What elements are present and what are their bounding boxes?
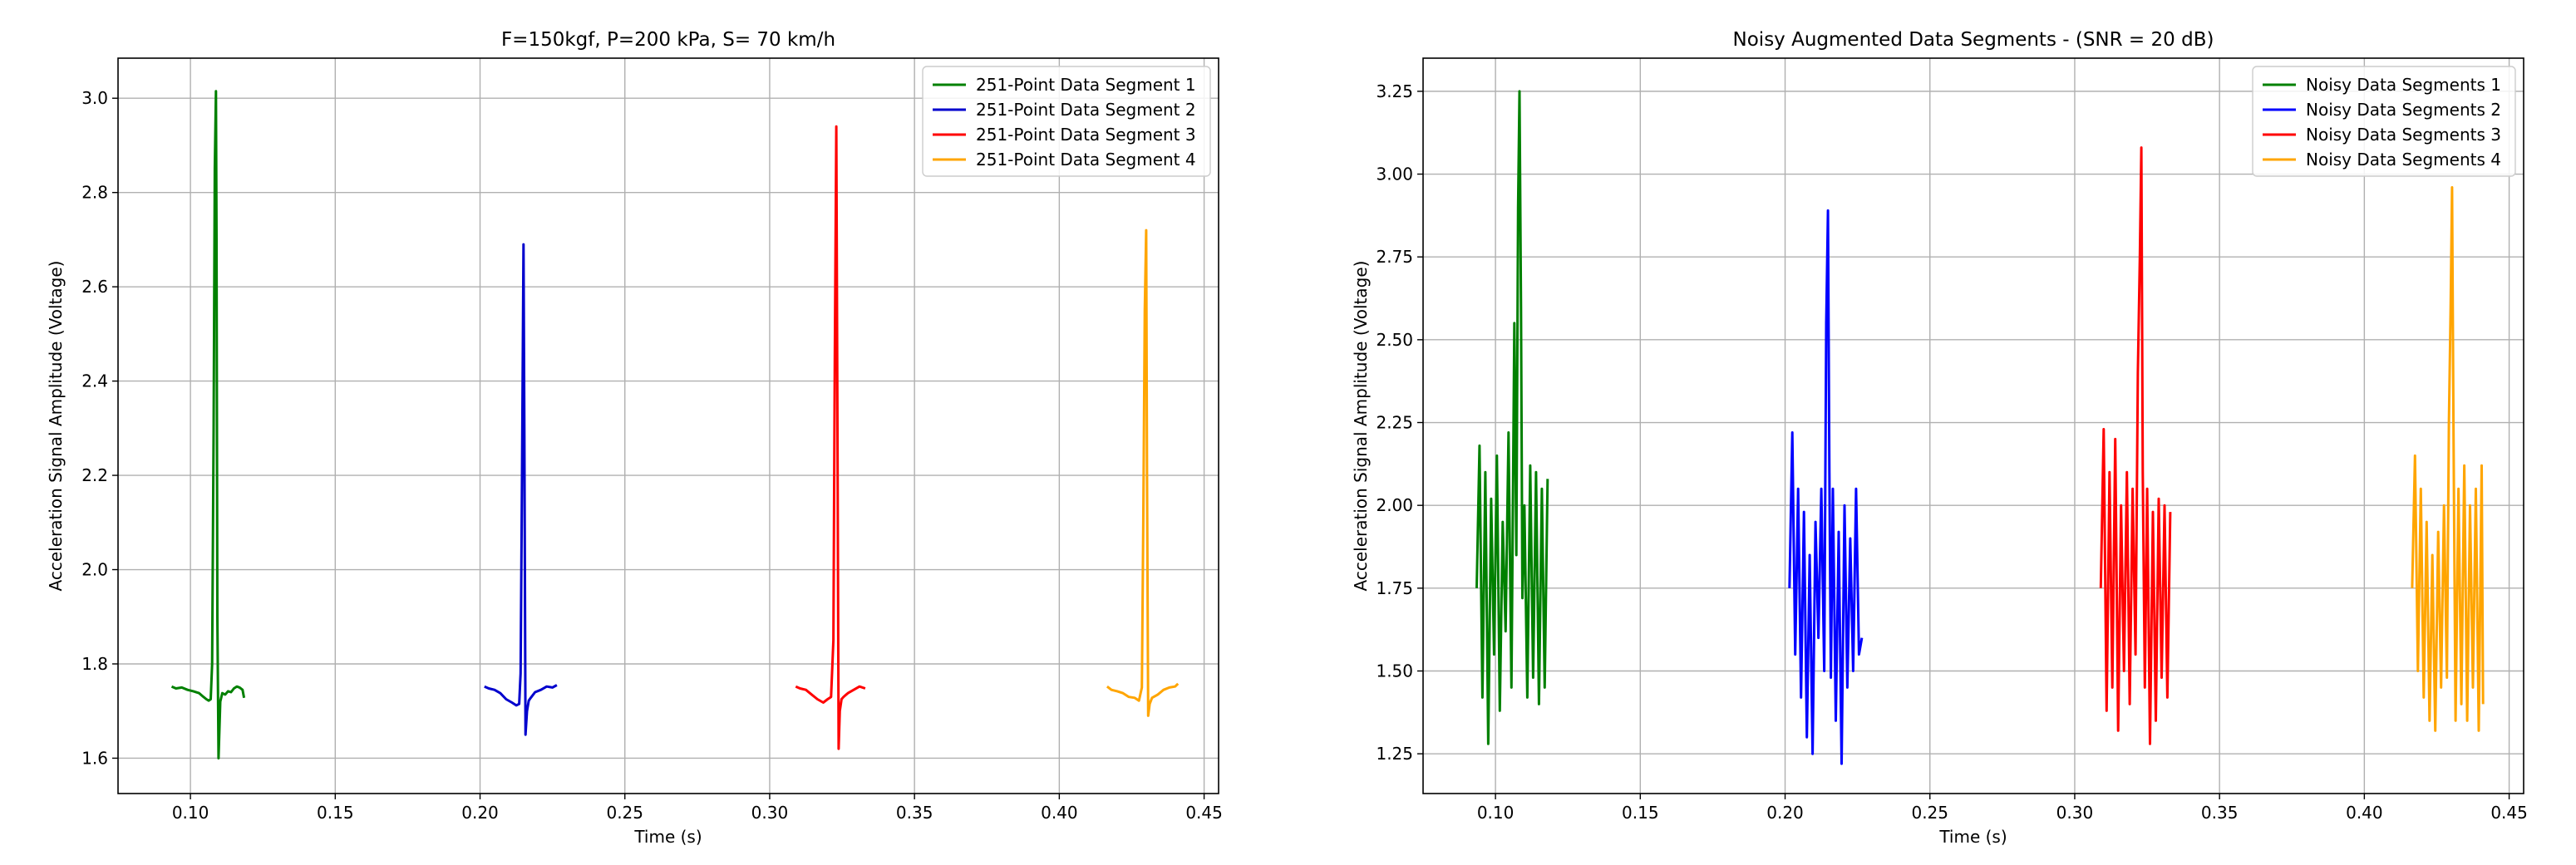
- chart-left-ylabel: Acceleration Signal Amplitude (Voltage): [46, 261, 66, 592]
- left-legend-box: [922, 66, 1211, 177]
- chart-right-ticks: 0.10 0.15 0.20 0.25 0.30 0.35 0.40 0.45 1.25 1.50…: [1376, 81, 2527, 823]
- left-xtick-label: 0.35: [896, 803, 933, 823]
- chart-right: 0.10 0.15 0.20 0.25 0.30 0.35 0.40 0.45 1.25 1.50…: [1351, 29, 2528, 847]
- left-xtick-label: 0.15: [317, 803, 354, 823]
- right-legend-label-1: Noisy Data Segments 1: [2306, 75, 2501, 95]
- right-xtick-label: 0.20: [1766, 803, 1804, 823]
- left-legend-label-4: 251-Point Data Segment 4: [976, 150, 1196, 170]
- left-ytick-label: 2.8: [81, 183, 108, 203]
- right-xtick-label: 0.10: [1477, 803, 1515, 823]
- left-series-line-4: [1106, 229, 1180, 717]
- left-xtick-label: 0.20: [461, 803, 499, 823]
- left-ytick-label: 2.0: [81, 560, 108, 580]
- left-series-line-3: [795, 125, 866, 750]
- left-ytick-label: 2.6: [81, 277, 108, 297]
- right-legend-box: [2252, 66, 2516, 177]
- left-ytick-label: 1.8: [81, 654, 108, 674]
- right-ytick-label: 2.50: [1376, 330, 1413, 350]
- left-xtick-label: 0.10: [172, 803, 209, 823]
- left-legend-label-2: 251-Point Data Segment 2: [976, 100, 1196, 120]
- chart-left-legend: 251-Point Data Segment 1 251-Point Data S…: [922, 66, 1211, 177]
- left-xtick-label: 0.30: [751, 803, 789, 823]
- right-legend-label-4: Noisy Data Segments 4: [2306, 150, 2501, 170]
- right-series-line-1: [1475, 90, 1549, 745]
- left-xtick-label: 0.40: [1041, 803, 1078, 823]
- right-series-line-3: [2099, 146, 2172, 745]
- right-xtick-label: 0.30: [2056, 803, 2094, 823]
- left-ytick-label: 2.2: [81, 465, 108, 485]
- right-xtick-label: 0.35: [2201, 803, 2239, 823]
- left-xtick-label: 0.25: [606, 803, 643, 823]
- right-ytick-label: 1.75: [1376, 578, 1413, 598]
- right-xtick-label: 0.25: [1911, 803, 1948, 823]
- chart-left-frame: [117, 57, 1219, 794]
- chart-right-ylabel: Acceleration Signal Amplitude (Voltage): [1351, 261, 1371, 592]
- right-ytick-label: 1.50: [1376, 661, 1413, 681]
- left-legend-label-3: 251-Point Data Segment 3: [976, 125, 1196, 145]
- chart-left-lines: [170, 90, 1180, 759]
- chart-right-legend: Noisy Data Segments 1 Noisy Data Segments…: [2252, 66, 2516, 177]
- chart-right-frame: [1422, 57, 2524, 794]
- right-legend-label-2: Noisy Data Segments 2: [2306, 100, 2501, 120]
- left-ytick-label: 1.6: [81, 748, 108, 768]
- chart-left: 0.10 0.15 0.20 0.25 0.30 0.35 0.40 0.45 1.6 1.8 2.…: [46, 29, 1223, 847]
- left-xtick-label: 0.45: [1185, 803, 1223, 823]
- left-series-line-2: [484, 243, 558, 736]
- left-series-line-1: [170, 90, 246, 759]
- chart-left-title: F=150kgf, P=200 kPa, S= 70 km/h: [501, 29, 835, 51]
- chart-left-grid: [118, 58, 1219, 794]
- right-xtick-label: 0.45: [2490, 803, 2528, 823]
- right-ytick-label: 2.25: [1376, 413, 1413, 433]
- chart-right-lines: [1475, 90, 2485, 765]
- right-ytick-label: 3.00: [1376, 165, 1413, 184]
- right-legend-label-3: Noisy Data Segments 3: [2306, 125, 2501, 145]
- right-xtick-label: 0.15: [1622, 803, 1659, 823]
- left-ytick-label: 2.4: [81, 371, 108, 391]
- chart-right-xlabel: Time (s): [1938, 827, 2007, 847]
- chart-right-title: Noisy Augmented Data Segments - (SNR = 2…: [1733, 29, 2214, 51]
- right-ytick-label: 2.00: [1376, 495, 1413, 515]
- left-legend-label-1: 251-Point Data Segment 1: [976, 75, 1196, 95]
- right-ytick-label: 3.25: [1376, 81, 1413, 101]
- right-series-line-2: [1788, 209, 1864, 765]
- chart-left-ticks: 0.10 0.15 0.20 0.25 0.30 0.35 0.40 0.45 1.6 1.8 2.…: [81, 88, 1223, 823]
- right-ytick-label: 1.25: [1376, 744, 1413, 764]
- right-xtick-label: 0.40: [2346, 803, 2383, 823]
- chart-left-xlabel: Time (s): [633, 827, 702, 847]
- right-series-line-4: [2411, 186, 2485, 732]
- right-ytick-label: 2.75: [1376, 247, 1413, 267]
- left-ytick-label: 3.0: [81, 88, 108, 108]
